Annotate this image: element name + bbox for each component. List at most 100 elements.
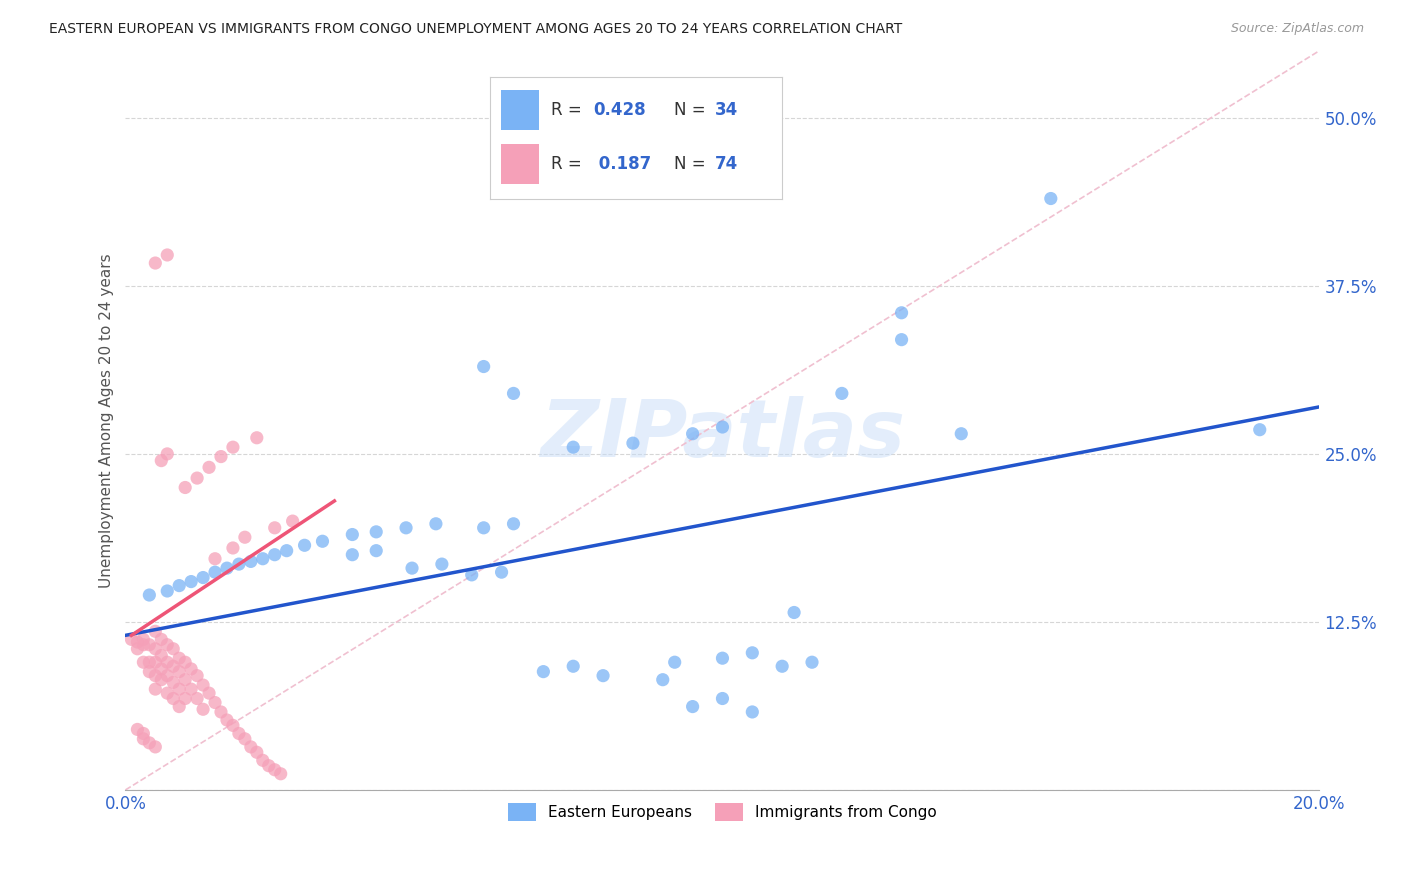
Point [174,673,197,687]
Point [651,673,673,687]
Point [461,567,484,582]
Point [783,606,806,620]
Point [150,662,173,676]
Point [156,638,179,652]
Point [294,538,316,552]
Point [491,565,513,579]
Point [472,359,495,374]
Point [127,723,149,737]
Point [209,705,232,719]
Point [401,561,423,575]
Point [174,481,197,495]
Point [621,436,644,450]
Point [592,668,614,682]
Point [138,665,160,679]
Point [132,638,155,652]
Point [143,682,166,697]
Point [162,641,184,656]
Point [228,557,250,571]
Y-axis label: Unemployment Among Ages 20 to 24 years: Unemployment Among Ages 20 to 24 years [100,253,114,588]
Point [890,306,912,320]
Point [270,766,292,780]
Point [186,691,208,706]
Point [276,543,298,558]
Point [132,726,155,740]
Point [150,673,173,687]
Point [342,527,364,541]
Point [246,745,269,759]
Point [222,541,245,555]
Point [562,440,585,454]
Point [156,248,179,262]
Point [186,471,208,485]
Point [204,696,226,710]
Point [132,632,155,647]
Point [138,638,160,652]
Point [831,386,853,401]
Point [502,386,524,401]
Point [682,699,704,714]
Point [156,668,179,682]
Point [132,655,155,669]
Point [890,333,912,347]
Point [162,691,184,706]
Point [711,691,734,706]
Point [472,521,495,535]
Point [150,648,173,663]
Point [209,450,232,464]
Text: EASTERN EUROPEAN VS IMMIGRANTS FROM CONGO UNEMPLOYMENT AMONG AGES 20 TO 24 YEARS: EASTERN EUROPEAN VS IMMIGRANTS FROM CONG… [49,22,903,37]
Point [263,521,285,535]
Point [204,565,226,579]
Point [150,632,173,647]
Point [425,516,447,531]
Point [167,665,190,679]
Point [132,731,155,746]
Point [741,705,763,719]
Point [167,699,190,714]
Point [138,655,160,669]
Point [1039,192,1062,206]
Legend: Eastern Europeans, Immigrants from Congo: Eastern Europeans, Immigrants from Congo [502,797,942,827]
Text: Source: ZipAtlas.com: Source: ZipAtlas.com [1230,22,1364,36]
Point [180,682,202,697]
Point [127,641,149,656]
Point [127,635,149,649]
Point [204,551,226,566]
Point [120,632,142,647]
Point [239,739,262,754]
Point [222,440,245,454]
Point [150,453,173,467]
Point [215,713,238,727]
Point [174,655,197,669]
Point [143,256,166,270]
Point [239,554,262,568]
Point [562,659,585,673]
Point [143,641,166,656]
Point [502,516,524,531]
Point [311,534,333,549]
Point [233,731,256,746]
Point [366,543,388,558]
Point [395,521,418,535]
Point [191,702,214,716]
Point [167,579,190,593]
Point [138,588,160,602]
Point [711,651,734,665]
Point [682,426,704,441]
Point [342,548,364,562]
Point [246,431,269,445]
Point [156,655,179,669]
Point [233,530,256,544]
Point [252,551,274,566]
Point [191,678,214,692]
Point [156,686,179,700]
Point [281,514,304,528]
Point [741,646,763,660]
Point [198,686,221,700]
Point [1249,423,1271,437]
Point [162,659,184,673]
Point [138,736,160,750]
Point [167,651,190,665]
Point [222,718,245,732]
Text: ZIPatlas: ZIPatlas [540,396,905,474]
